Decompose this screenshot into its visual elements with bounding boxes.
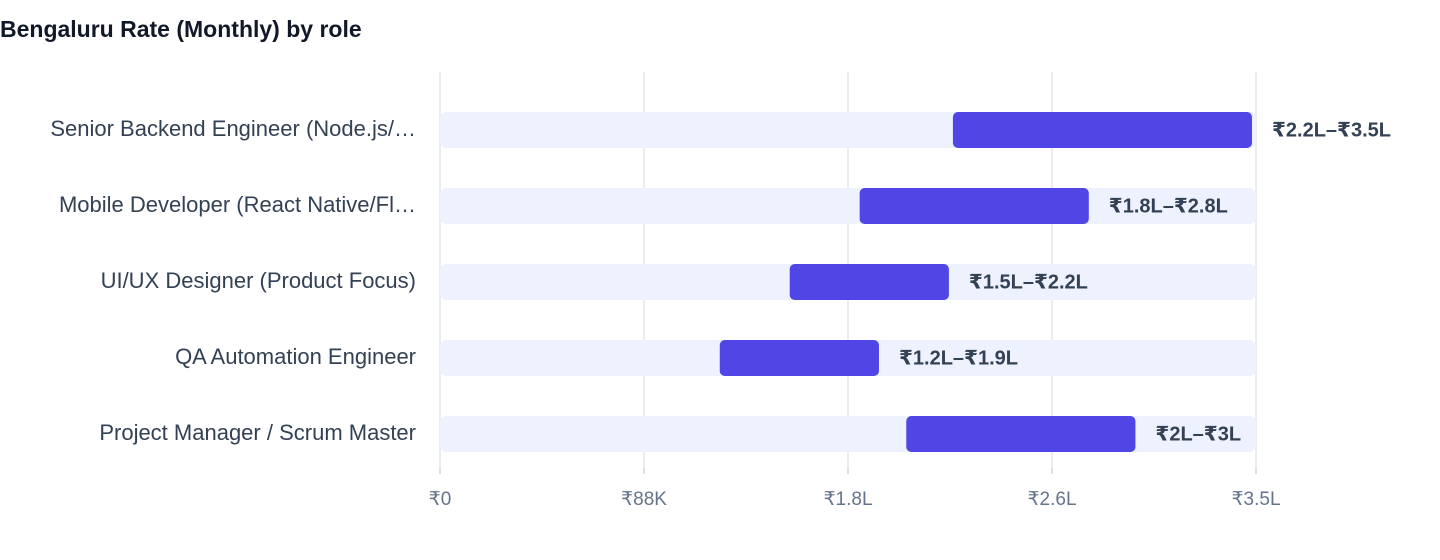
bar	[952, 112, 1252, 148]
bar	[789, 264, 949, 300]
bar	[859, 188, 1089, 224]
x-tick-label: ₹0	[429, 489, 452, 510]
bar	[906, 416, 1136, 452]
chart-title: Bengaluru Rate (Monthly) by role	[0, 16, 362, 42]
y-tick-label: Project Manager / Scrum Master	[99, 420, 416, 445]
value-label: ₹1.5L–₹2.2L	[969, 271, 1088, 293]
x-tick-label: ₹88K	[621, 489, 667, 510]
y-tick-label: Senior Backend Engineer (Node.js/…	[50, 116, 416, 141]
value-label: ₹2L–₹3L	[1155, 423, 1241, 445]
x-tick-label: ₹3.5L	[1231, 489, 1280, 510]
x-tick-label: ₹1.8L	[823, 489, 872, 510]
value-label: ₹2.2L–₹3.5L	[1272, 119, 1391, 141]
y-tick-label: UI/UX Designer (Product Focus)	[101, 268, 416, 293]
y-tick-label: QA Automation Engineer	[175, 344, 416, 369]
x-tick-label: ₹2.6L	[1027, 489, 1076, 510]
value-label: ₹1.2L–₹1.9L	[899, 347, 1018, 369]
y-tick-label: Mobile Developer (React Native/Fl…	[59, 192, 416, 217]
bar	[719, 340, 879, 376]
value-label: ₹1.8L–₹2.8L	[1109, 195, 1228, 217]
